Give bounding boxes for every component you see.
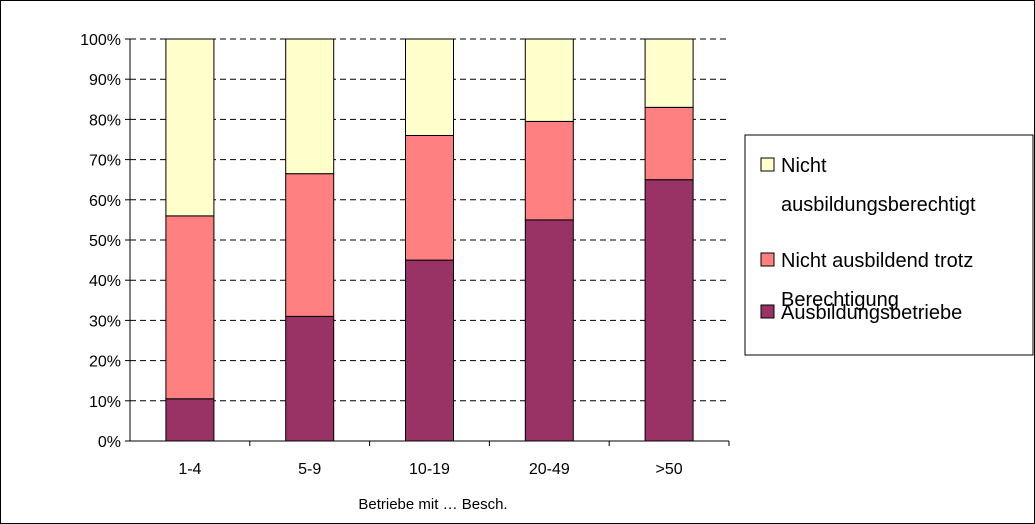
- x-tick-label: >50: [656, 461, 683, 478]
- y-tick-label: 60%: [89, 193, 121, 210]
- bar-segment: [285, 38, 335, 175]
- legend-label: Ausbildungsbetriebe: [781, 302, 962, 324]
- y-tick-label: 0%: [98, 434, 121, 451]
- y-tick-label: 70%: [89, 153, 121, 170]
- legend-label: ausbildungsberechtigt: [781, 194, 976, 216]
- legend-box: [744, 134, 1034, 356]
- bar-segment: [405, 134, 454, 261]
- y-tick-label: 100%: [80, 32, 121, 49]
- y-tick-label: 90%: [89, 72, 121, 89]
- legend-swatch: [760, 304, 775, 319]
- legend-swatch: [760, 252, 775, 267]
- y-tick-label: 30%: [89, 313, 121, 330]
- bars-layer: [165, 38, 694, 442]
- x-axis-title: Betriebe mit … Besch.: [358, 496, 507, 513]
- x-tick-label: 20-49: [529, 461, 570, 478]
- legend-label: Nicht: [781, 155, 827, 177]
- bar-segment: [285, 173, 335, 317]
- bar-segment: [524, 219, 574, 442]
- bar-segment: [165, 38, 215, 217]
- bar-segment: [165, 215, 215, 400]
- bar-segment: [405, 38, 454, 136]
- y-tick-label: 40%: [89, 273, 121, 290]
- bar-segment: [405, 259, 454, 442]
- legend-label: Nicht ausbildend trotz: [781, 250, 973, 272]
- y-tick-label: 10%: [89, 394, 121, 411]
- x-tick-label: 5-9: [298, 461, 321, 478]
- x-tick-label: 1-4: [178, 461, 201, 478]
- bar-segment: [644, 106, 694, 181]
- x-tick-label: 10-19: [409, 461, 450, 478]
- bar-segment: [165, 398, 215, 442]
- bar-segment: [524, 120, 574, 221]
- legend-label: Berechtigung: [781, 289, 899, 311]
- y-tick-label: 50%: [89, 233, 121, 250]
- y-tick-label: 80%: [89, 112, 121, 129]
- bar-segment: [524, 38, 574, 122]
- legend-swatch: [760, 157, 775, 172]
- legend: Nicht ausbildungsberechtigt Nicht ausbilde…: [744, 134, 1034, 356]
- bar-segment: [285, 315, 335, 442]
- bar-segment: [644, 179, 694, 442]
- axis-layer: 0% 10% 20% 30% 40% 50% 60% 70% 80% 90% 100% 1-4 5-9 1…: [80, 32, 730, 478]
- y-tick-label: 20%: [89, 354, 121, 371]
- bar-segment: [644, 38, 694, 108]
